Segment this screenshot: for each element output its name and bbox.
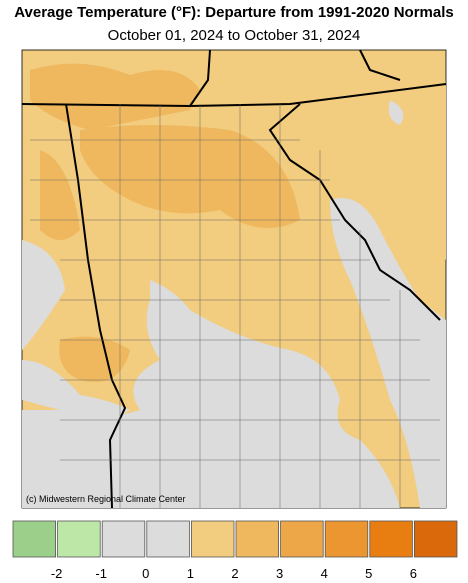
legend-swatch	[280, 520, 324, 558]
legend-swatch	[190, 520, 235, 558]
legend-label: 2	[231, 566, 238, 581]
legend: -2 -1 0 1 2 3 4 5 6	[12, 520, 458, 581]
normal-area	[330, 198, 446, 508]
legend-swatch	[413, 520, 458, 558]
legend-swatch	[57, 520, 101, 558]
legend-swatch	[101, 520, 146, 558]
normal-area	[22, 240, 65, 350]
legend-label: 4	[321, 566, 328, 581]
credit: (c) Midwestern Regional Climate Center	[26, 494, 186, 504]
legend-label: 1	[187, 566, 194, 581]
warm-area	[30, 63, 200, 130]
legend-label: 0	[142, 566, 149, 581]
legend-label: -1	[95, 566, 107, 581]
normal-area	[22, 280, 400, 508]
warm-area	[80, 125, 300, 228]
legend-label: 3	[276, 566, 283, 581]
legend-label: 6	[410, 566, 417, 581]
map: (c) Midwestern Regional Climate Center	[21, 49, 447, 509]
county-lines	[30, 104, 440, 508]
warm-area	[40, 150, 80, 240]
map-subtitle: October 01, 2024 to October 31, 2024	[108, 27, 361, 44]
legend-swatch	[369, 520, 413, 558]
warm-area	[420, 80, 446, 260]
legend-swatch	[146, 520, 190, 558]
map-title: Average Temperature (°F): Departure from…	[14, 4, 454, 21]
normal-area	[388, 100, 404, 125]
legend-label: 5	[365, 566, 372, 581]
legend-label: -2	[51, 566, 63, 581]
legend-swatch	[12, 520, 56, 558]
normal-area	[22, 360, 130, 420]
legend-swatch	[324, 520, 369, 558]
legend-swatch	[235, 520, 279, 558]
warm-area	[59, 336, 130, 382]
